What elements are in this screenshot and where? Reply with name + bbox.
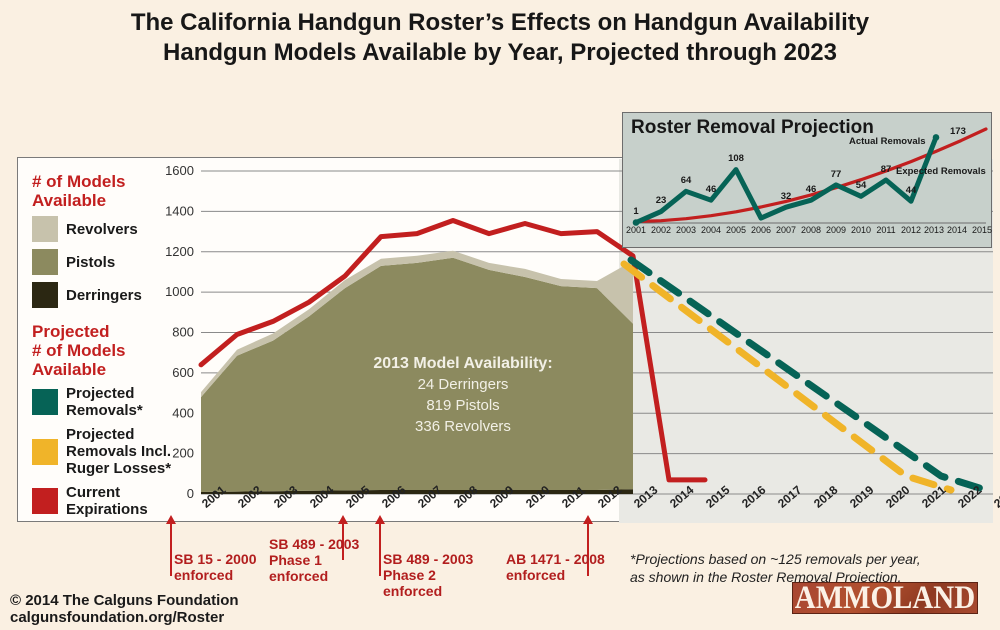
svg-text:2005: 2005: [726, 225, 746, 235]
svg-text:23: 23: [656, 195, 667, 206]
svg-text:2012: 2012: [901, 225, 921, 235]
svg-text:2013: 2013: [924, 225, 944, 235]
svg-text:2008: 2008: [801, 225, 821, 235]
svg-text:2001: 2001: [626, 225, 646, 235]
svg-text:44: 44: [906, 185, 917, 196]
svg-text:2004: 2004: [701, 225, 721, 235]
svg-text:2015: 2015: [972, 225, 992, 235]
svg-text:Actual Removals: Actual Removals: [849, 136, 926, 147]
svg-text:173: 173: [950, 126, 966, 137]
svg-text:108: 108: [728, 153, 744, 164]
svg-text:46: 46: [806, 184, 817, 195]
svg-text:64: 64: [681, 175, 692, 186]
svg-text:2010: 2010: [851, 225, 871, 235]
svg-text:46: 46: [706, 184, 717, 195]
svg-text:2009: 2009: [826, 225, 846, 235]
svg-text:2007: 2007: [776, 225, 796, 235]
svg-text:Expected Removals: Expected Removals: [896, 166, 986, 177]
svg-text:77: 77: [831, 169, 842, 180]
svg-text:1: 1: [633, 206, 639, 217]
svg-text:54: 54: [856, 180, 867, 191]
svg-text:2003: 2003: [676, 225, 696, 235]
svg-text:87: 87: [881, 164, 892, 175]
svg-text:2014: 2014: [947, 225, 967, 235]
svg-text:2011: 2011: [876, 225, 895, 235]
svg-text:32: 32: [781, 191, 792, 202]
svg-text:2006: 2006: [751, 225, 771, 235]
svg-text:2002: 2002: [651, 225, 671, 235]
